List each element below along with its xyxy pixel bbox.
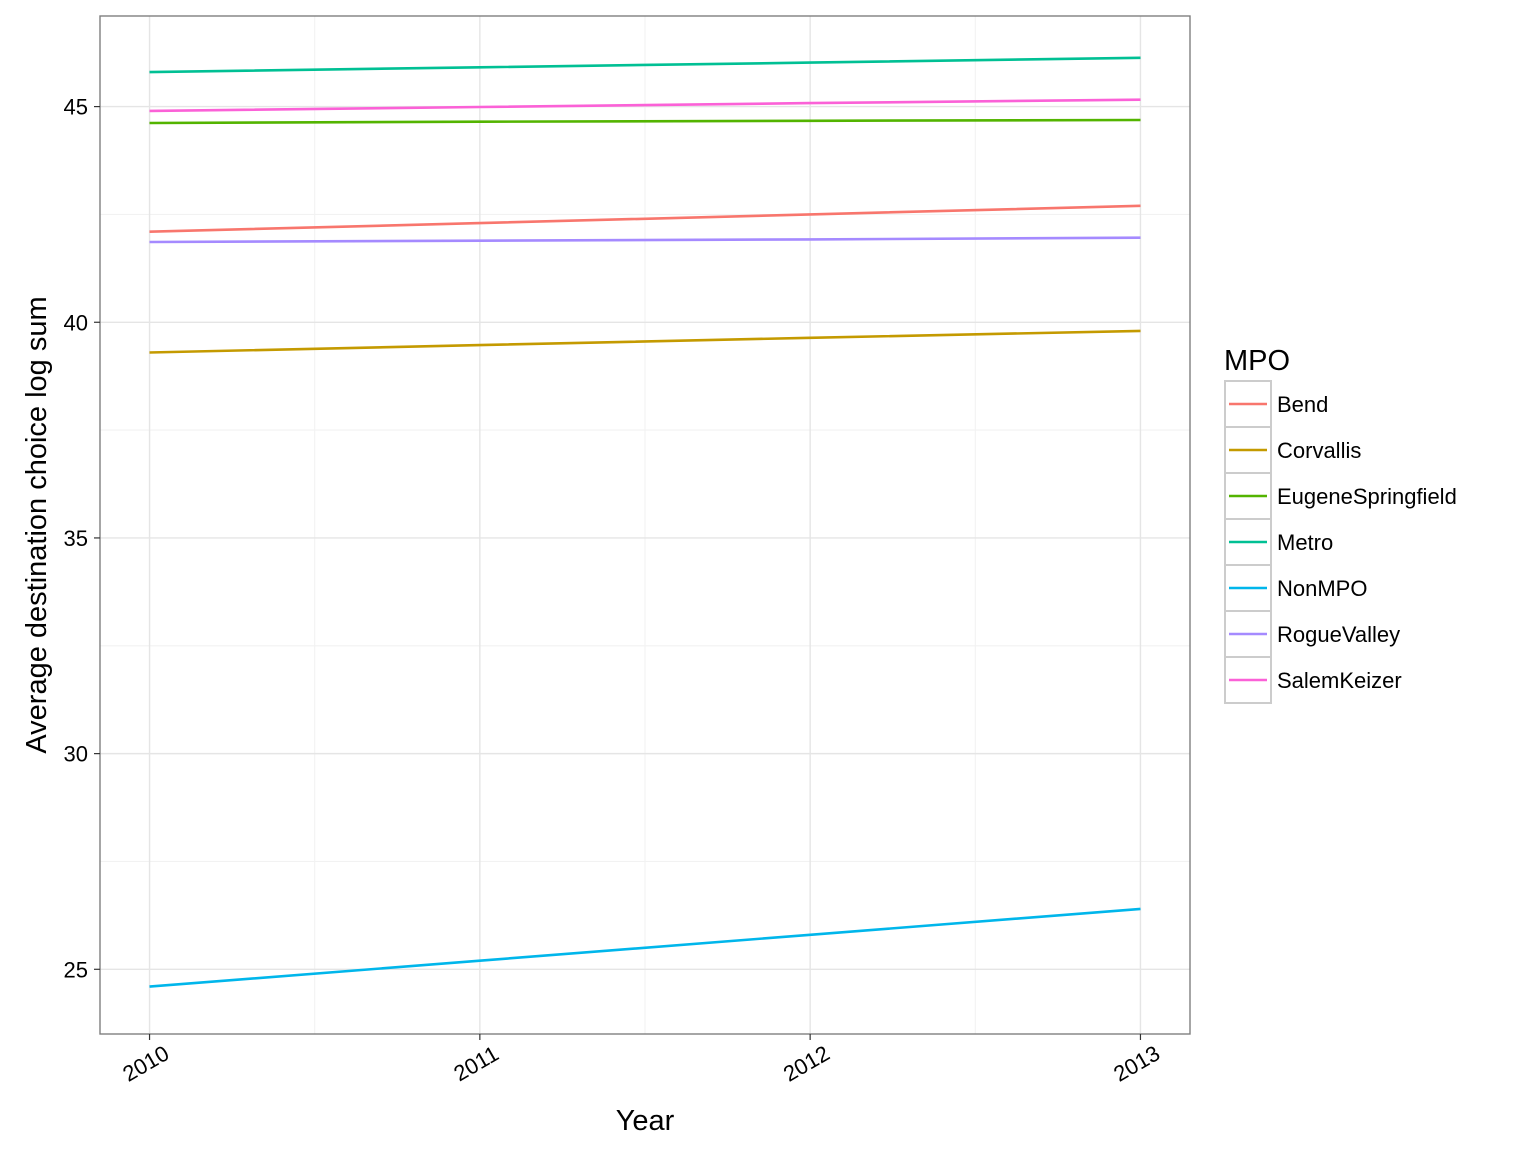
series-line-bend (149, 204, 1141, 233)
series-line-corvallis (149, 329, 1141, 354)
y-tick-label: 40 (64, 310, 88, 335)
series-lines (149, 56, 1141, 988)
series-line-eugenespringfield (149, 118, 1141, 125)
axes: 25 30 35 40 45 2010 2011 2012 2013 (64, 95, 1165, 1087)
y-axis-title: Average destination choice log sum (21, 296, 53, 753)
x-tick-label: 2010 (118, 1040, 173, 1086)
legend-label-metro: Metro (1277, 530, 1333, 555)
y-tick-label: 45 (64, 95, 88, 120)
x-tick-label: 2011 (449, 1041, 502, 1086)
legend-label-nonmpo: NonMPO (1277, 576, 1367, 601)
legend-label-bend: Bend (1277, 392, 1328, 417)
legend: MPO Bend Corvallis EugeneSpringfield Metro N… (1224, 345, 1457, 704)
y-tick-label: 30 (64, 742, 88, 767)
legend-label-eugenespringfield: EugeneSpringfield (1277, 484, 1457, 509)
series-line-metro (149, 56, 1141, 74)
series-line-roguevalley (149, 236, 1141, 244)
grid (100, 16, 1190, 1034)
x-axis-title: Year (616, 1105, 675, 1137)
legend-label-corvallis: Corvallis (1277, 438, 1361, 463)
series-line-nonmpo (149, 907, 1141, 988)
legend-label-roguevalley: RogueValley (1277, 622, 1400, 647)
y-tick-label: 35 (64, 526, 88, 551)
legend-title: MPO (1224, 345, 1290, 377)
series-line-salemkeizer (149, 98, 1141, 113)
legend-label-salemkeizer: SalemKeizer (1277, 668, 1402, 693)
x-tick-label: 2012 (779, 1040, 834, 1086)
x-tick-label: 2013 (1109, 1040, 1164, 1086)
plot-panel-border (99, 15, 1191, 1035)
y-tick-label: 25 (64, 957, 88, 982)
